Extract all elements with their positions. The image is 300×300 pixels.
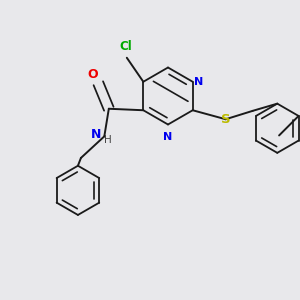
Text: N: N <box>194 77 203 87</box>
Text: H: H <box>104 135 112 145</box>
Text: Cl: Cl <box>119 40 132 53</box>
Text: N: N <box>91 128 101 141</box>
Text: O: O <box>88 68 98 81</box>
Text: N: N <box>164 132 172 142</box>
Text: S: S <box>221 113 230 126</box>
